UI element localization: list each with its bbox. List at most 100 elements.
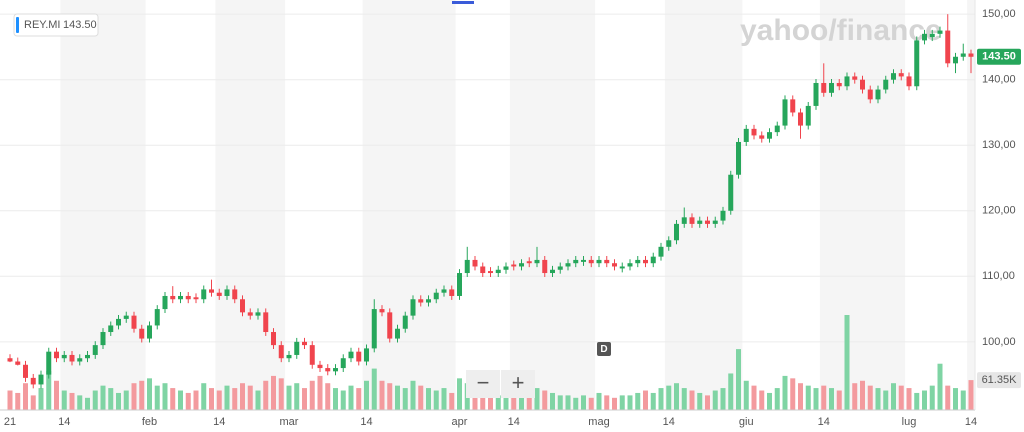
- candle-body: [255, 312, 261, 316]
- volume-bar: [387, 383, 393, 410]
- volume-bar: [929, 385, 935, 410]
- volume-bar: [340, 390, 346, 410]
- candle-body: [271, 332, 276, 346]
- volume-bar: [945, 385, 951, 410]
- candle-body: [170, 295, 176, 300]
- volume-bar: [356, 388, 362, 410]
- candle-body: [821, 82, 827, 93]
- legend-swatch: [16, 17, 19, 33]
- candle-body: [278, 345, 284, 359]
- volume-bar: [960, 390, 966, 410]
- volume-bar: [557, 395, 563, 410]
- volume-bar: [123, 390, 129, 410]
- volume-bar: [302, 388, 307, 410]
- volume-bar: [371, 368, 377, 410]
- candle-body: [309, 345, 315, 365]
- volume-bar: [294, 383, 300, 410]
- volume-bar: [782, 375, 788, 410]
- volume-bar: [232, 388, 238, 410]
- candle-body: [681, 217, 687, 224]
- candle-body: [449, 289, 455, 296]
- candle-body: [247, 312, 253, 316]
- volume-bar: [317, 375, 323, 410]
- zoom-out-button[interactable]: [466, 370, 500, 398]
- volume-bar: [418, 385, 424, 410]
- volume-bar: [154, 385, 160, 410]
- volume-bar: [224, 385, 230, 410]
- x-tick-label: 14: [58, 416, 70, 428]
- candle-body: [154, 309, 160, 326]
- x-tick-label: 14: [965, 416, 977, 428]
- volume-bar: [402, 388, 408, 410]
- candle-body: [705, 220, 710, 224]
- candle-body: [162, 295, 168, 310]
- candle-body: [720, 210, 726, 221]
- candle-body: [960, 53, 966, 57]
- drag-handle[interactable]: [452, 1, 474, 4]
- volume-bar: [54, 380, 59, 410]
- volume-bar: [69, 392, 75, 410]
- candle-body: [116, 318, 121, 326]
- zoom-out-label[interactable]: −: [477, 370, 490, 395]
- volume-bar: [883, 390, 889, 410]
- interval-badge-bg: [597, 342, 611, 356]
- volume-bar: [774, 388, 780, 410]
- candle-body: [844, 76, 850, 87]
- candle-body: [441, 289, 447, 293]
- candle-body: [666, 240, 672, 247]
- x-tick-label: 14: [508, 416, 520, 428]
- volume-bar: [534, 388, 540, 410]
- x-tick-label: apr: [452, 416, 468, 428]
- y-tick-label: 140,00: [982, 74, 1016, 86]
- zoom-in-label[interactable]: +: [512, 370, 525, 395]
- candle-body: [263, 312, 269, 333]
- candle-body: [774, 125, 780, 133]
- candle-body: [929, 33, 935, 38]
- volume-bar: [449, 392, 455, 410]
- candle-body: [139, 328, 145, 339]
- volume-bar: [852, 383, 858, 410]
- volume-bar: [30, 395, 36, 410]
- watermark: yahoo/finance: [740, 14, 942, 47]
- candle-body: [286, 354, 292, 359]
- candle-body: [511, 264, 517, 267]
- volume-bar: [178, 390, 183, 410]
- candle-body: [123, 315, 129, 319]
- shade-band: [215, 0, 286, 410]
- candle-body: [805, 105, 811, 126]
- candle-body: [457, 273, 462, 296]
- candle-body: [364, 348, 369, 362]
- candle-body: [891, 73, 896, 80]
- candle-body: [464, 259, 470, 274]
- candle-body: [581, 259, 586, 262]
- volume-bar: [627, 395, 633, 410]
- volume-bar: [23, 383, 28, 410]
- candle-body: [108, 325, 114, 333]
- candle-body: [627, 263, 633, 267]
- candle-body: [736, 141, 741, 175]
- volume-bar: [596, 392, 602, 410]
- zoom-in-button[interactable]: [501, 370, 535, 398]
- candle-body: [612, 263, 617, 267]
- candle-body: [635, 259, 641, 264]
- candle-body: [860, 79, 865, 90]
- y-tick-label: 110,00: [982, 270, 1015, 282]
- y-tick-label: 130,00: [982, 139, 1016, 151]
- candles: [7, 14, 974, 389]
- shade-band: [362, 0, 456, 410]
- legend-box: [13, 13, 99, 37]
- volume-bar: [619, 395, 625, 410]
- volume-bar: [348, 385, 354, 410]
- y-tick-label: 150,00: [982, 8, 1016, 20]
- candle-body: [325, 368, 331, 372]
- volume-bar: [937, 363, 943, 410]
- candle-body: [46, 351, 52, 375]
- volume-bar: [162, 383, 168, 410]
- candle-body: [379, 309, 385, 313]
- candle-body: [643, 259, 648, 264]
- volume-bar: [681, 388, 687, 410]
- volume-bar: [395, 385, 400, 410]
- volume-bar: [914, 392, 920, 410]
- axis-labels: 100,00 110,00 120,00 130,00 140,00 150,00 21 14…: [4, 8, 1021, 428]
